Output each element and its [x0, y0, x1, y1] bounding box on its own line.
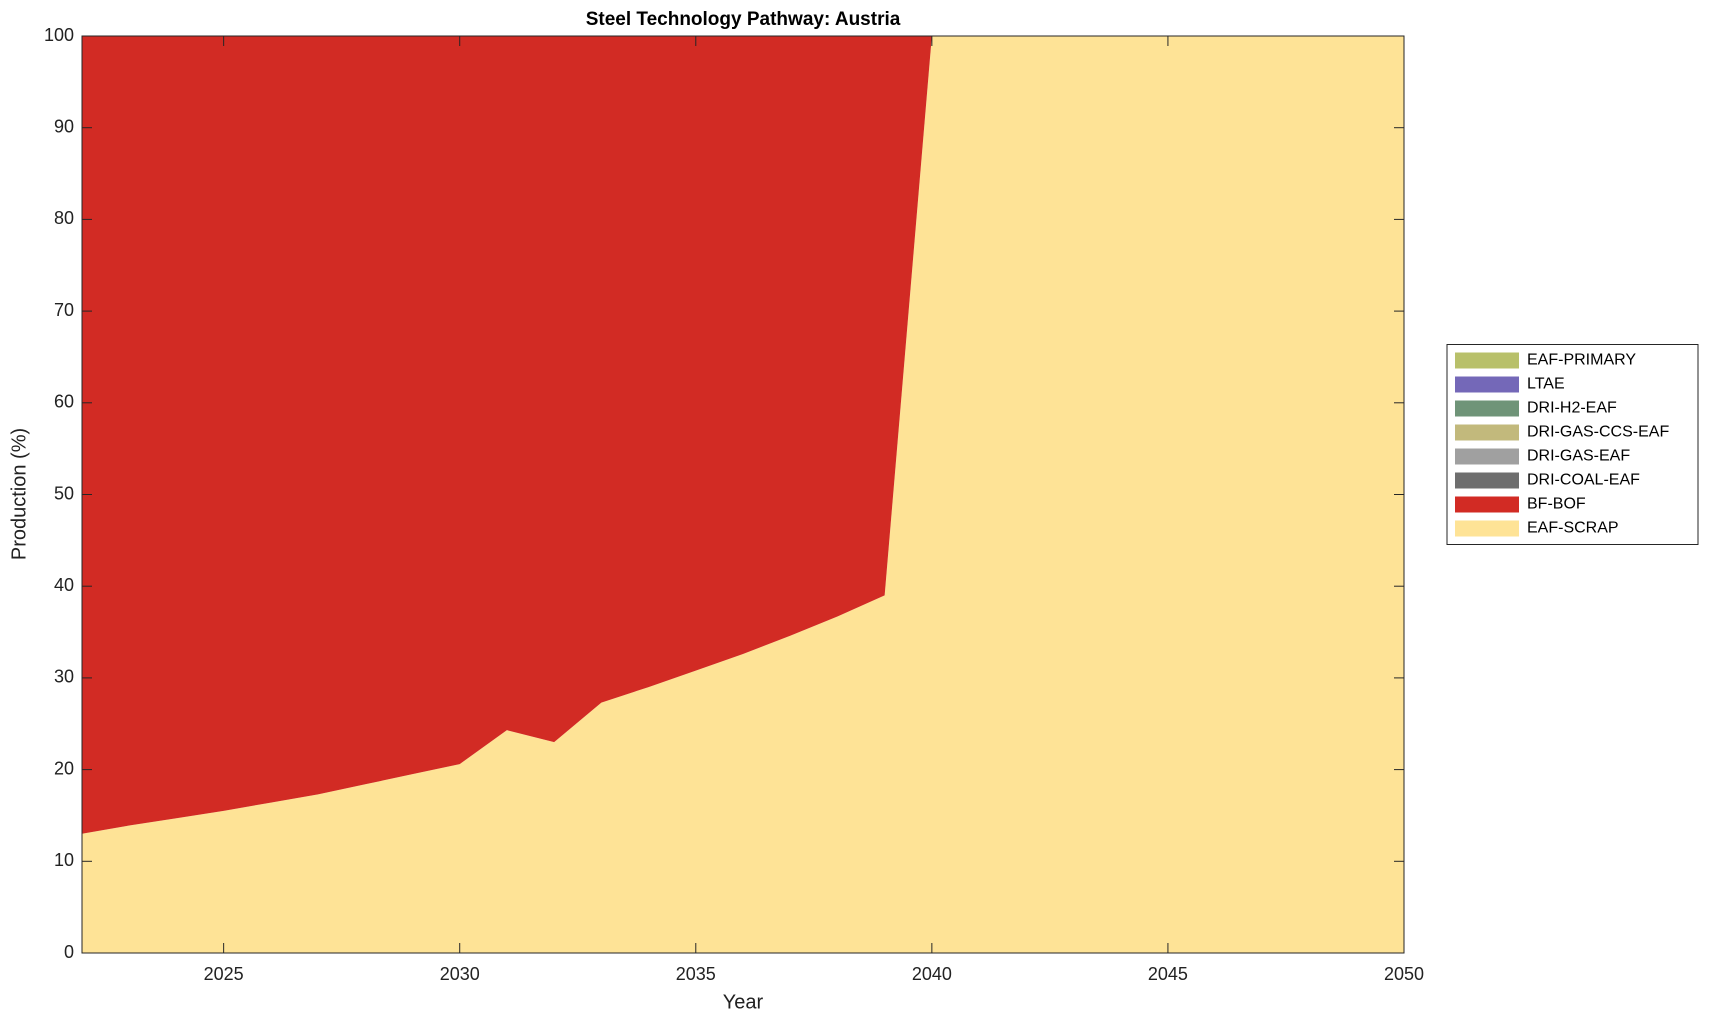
legend-swatch — [1455, 400, 1519, 417]
y-tick-label: 30 — [54, 667, 74, 687]
x-tick-label: 2030 — [440, 964, 480, 984]
y-tick-label: 90 — [54, 116, 74, 136]
chart-title: Steel Technology Pathway: Austria — [586, 9, 901, 30]
area — [82, 36, 1404, 834]
legend-swatch — [1455, 472, 1519, 489]
legend-swatch — [1455, 496, 1519, 513]
y-axis-label: Production (%) — [8, 428, 30, 560]
y-tick-label: 80 — [54, 208, 74, 228]
y-tick-label: 40 — [54, 575, 74, 595]
y-tick-label: 10 — [54, 850, 74, 870]
y-tick-label: 0 — [64, 942, 74, 962]
legend-swatch — [1455, 424, 1519, 441]
x-tick-label: 2050 — [1384, 964, 1424, 984]
y-tick-label: 70 — [54, 300, 74, 320]
y-tick-label: 100 — [44, 25, 74, 45]
y-tick-label: 20 — [54, 758, 74, 778]
x-tick-label: 2025 — [204, 964, 244, 984]
y-tick-label: 50 — [54, 483, 74, 503]
legend-label: DRI-GAS-CCS-EAF — [1527, 424, 1669, 441]
x-tick-label: 2035 — [676, 964, 716, 984]
x-tick-label: 2045 — [1148, 964, 1188, 984]
y-tick-label: 60 — [54, 392, 74, 412]
legend-label: BF-BOF — [1527, 496, 1586, 513]
x-axis-label: Year — [723, 991, 764, 1013]
area — [82, 36, 1404, 953]
legend-label: DRI-COAL-EAF — [1527, 472, 1640, 489]
legend-swatch — [1455, 448, 1519, 465]
legend-label: EAF-PRIMARY — [1527, 352, 1636, 369]
legend-box — [1446, 344, 1699, 545]
x-tick-label: 2040 — [912, 964, 952, 984]
legend-label: DRI-GAS-EAF — [1527, 448, 1630, 465]
legend-swatch — [1455, 352, 1519, 369]
legend-label: DRI-H2-EAF — [1527, 400, 1617, 417]
legend-label: EAF-SCRAP — [1527, 520, 1619, 537]
legend-swatch — [1455, 520, 1519, 537]
legend-label: LTAE — [1527, 376, 1565, 393]
legend-swatch — [1455, 376, 1519, 393]
